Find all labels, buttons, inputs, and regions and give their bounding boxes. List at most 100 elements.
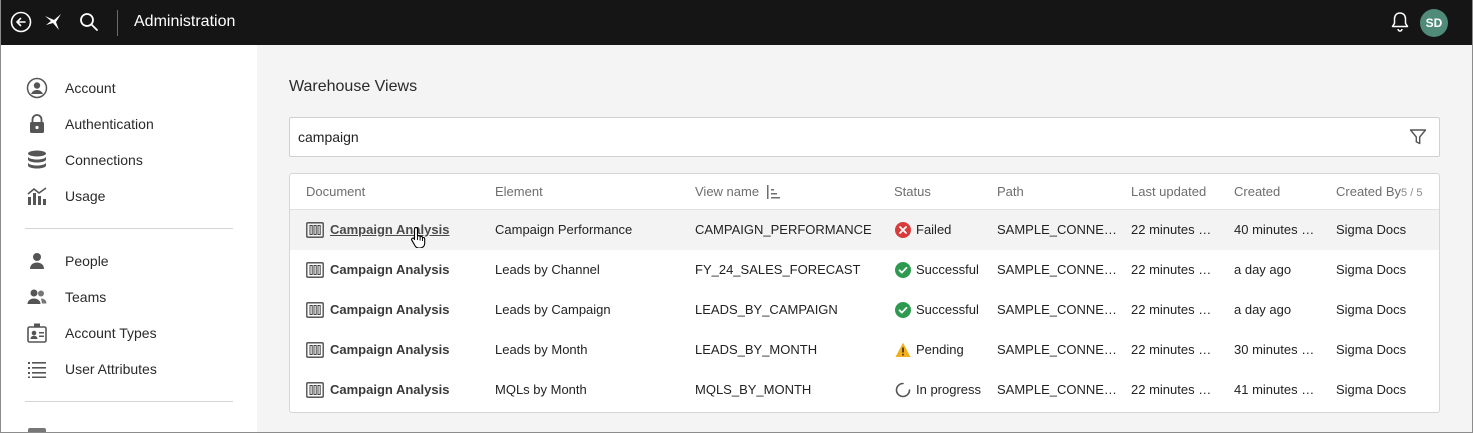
- top-bar: Administration SD: [0, 0, 1473, 45]
- main-content: Warehouse Views Document Element View na…: [257, 45, 1472, 433]
- status-text: In progress: [916, 382, 982, 397]
- table-row[interactable]: Campaign Analysis Leads by Month LEADS_B…: [290, 330, 1439, 370]
- avatar[interactable]: SD: [1420, 9, 1448, 37]
- person-icon: [25, 249, 49, 273]
- document-link[interactable]: Campaign Analysis: [330, 342, 450, 357]
- hand-cursor-icon: [410, 226, 428, 249]
- usage-chart-icon: [25, 184, 49, 208]
- last-updated-cell: 22 minutes ago: [1131, 382, 1213, 397]
- success-icon: [895, 302, 911, 318]
- view-name-cell: LEADS_BY_MONTH: [695, 342, 818, 357]
- created-by-cell: Sigma Docs: [1336, 222, 1407, 237]
- user-circle-icon: [25, 76, 49, 100]
- sidebar-item-account-types[interactable]: Account Types: [1, 319, 257, 347]
- table-row[interactable]: Campaign Analysis Campaign Performance C…: [290, 210, 1439, 250]
- view-name-cell: LEADS_BY_CAMPAIGN: [695, 302, 838, 317]
- sidebar-item-authentication[interactable]: Authentication: [1, 110, 257, 138]
- database-icon: [25, 148, 49, 172]
- column-header-last-updated[interactable]: Last updated: [1131, 184, 1207, 199]
- sidebar-item-label: Account Types: [65, 325, 157, 341]
- column-header-document[interactable]: Document: [306, 184, 366, 199]
- bell-icon[interactable]: [1389, 11, 1411, 33]
- sidebar-item-user-attributes[interactable]: User Attributes: [1, 355, 257, 383]
- status-text: Successful: [916, 262, 979, 277]
- sidebar-item-teams[interactable]: Teams: [1, 283, 257, 311]
- last-updated-cell: 22 minutes ago: [1131, 262, 1213, 277]
- table-row[interactable]: Campaign Analysis Leads by Channel FY_24…: [290, 250, 1439, 290]
- created-cell: 41 minutes ago: [1234, 382, 1316, 397]
- created-cell: 40 minutes ago: [1234, 222, 1316, 237]
- last-updated-cell: 22 minutes ago: [1131, 342, 1213, 357]
- back-icon[interactable]: [10, 11, 32, 33]
- path-cell: SAMPLE_CONNECTION: [997, 222, 1117, 237]
- status-text: Successful: [916, 302, 979, 317]
- path-cell: SAMPLE_CONNECTION: [997, 262, 1117, 277]
- document-link[interactable]: Campaign Analysis: [330, 382, 450, 397]
- workbook-icon: [306, 262, 324, 278]
- column-header-path[interactable]: Path: [997, 184, 1024, 199]
- lock-icon: [25, 112, 49, 136]
- last-updated-cell: 22 minutes ago: [1131, 222, 1213, 237]
- page-section-title: Administration: [134, 13, 236, 30]
- last-updated-cell: 22 minutes ago: [1131, 302, 1213, 317]
- created-cell: 30 minutes ago: [1234, 342, 1316, 357]
- column-header-view-name[interactable]: View name: [695, 184, 760, 199]
- view-name-cell: CAMPAIGN_PERFORMANCE: [695, 222, 872, 237]
- element-cell: Leads by Campaign: [495, 302, 611, 317]
- view-name-cell: MQLS_BY_MONTH: [695, 382, 812, 397]
- view-name-cell: FY_24_SALES_FORECAST: [695, 262, 861, 277]
- document-link[interactable]: Campaign Analysis: [330, 262, 450, 277]
- created-cell: a day ago: [1234, 262, 1292, 277]
- sidebar-item-label: People: [65, 253, 109, 269]
- filter-icon[interactable]: [1409, 128, 1427, 146]
- failed-icon: [895, 222, 911, 238]
- sidebar-item-people[interactable]: People: [1, 247, 257, 275]
- sidebar-divider: [25, 228, 233, 229]
- sort-icon[interactable]: [767, 185, 781, 199]
- created-by-cell: Sigma Docs: [1336, 302, 1407, 317]
- workbook-icon: [306, 342, 324, 358]
- column-header-element[interactable]: Element: [495, 184, 543, 199]
- document-link[interactable]: Campaign Analysis: [330, 222, 450, 237]
- search-input[interactable]: [298, 118, 1378, 156]
- column-header-status[interactable]: Status: [894, 184, 931, 199]
- element-cell: Leads by Channel: [495, 262, 600, 277]
- warning-icon: [895, 342, 911, 358]
- sidebar-divider: [25, 401, 233, 402]
- sidebar-item-label: Authentication: [65, 116, 154, 132]
- document-link[interactable]: Campaign Analysis: [330, 302, 450, 317]
- status-text: Pending: [916, 342, 964, 357]
- created-by-cell: Sigma Docs: [1336, 382, 1407, 397]
- sidebar-item-label: Teams: [65, 289, 107, 305]
- element-cell: MQLs by Month: [495, 382, 587, 397]
- created-cell: a day ago: [1234, 302, 1292, 317]
- element-cell: Leads by Month: [495, 342, 588, 357]
- sigma-logo-icon[interactable]: [43, 11, 65, 33]
- sidebar-item-account[interactable]: Account: [1, 74, 257, 102]
- table-row[interactable]: Campaign Analysis MQLs by Month MQLS_BY_…: [290, 370, 1439, 410]
- column-header-created[interactable]: Created: [1234, 184, 1281, 199]
- sidebar-item-partial[interactable]: [1, 419, 257, 433]
- workbook-icon: [306, 382, 324, 398]
- table-row[interactable]: Campaign Analysis Leads by Campaign LEAD…: [290, 290, 1439, 330]
- created-by-label: Created By: [1336, 184, 1402, 199]
- sidebar-item-usage[interactable]: Usage: [1, 182, 257, 210]
- created-by-cell: Sigma Docs: [1336, 342, 1407, 357]
- workbook-icon: [306, 302, 324, 318]
- success-icon: [895, 262, 911, 278]
- embed-icon: [25, 425, 49, 433]
- teams-icon: [25, 285, 49, 309]
- badge-icon: [25, 321, 49, 345]
- topbar-divider: [117, 10, 118, 36]
- created-by-cell: Sigma Docs: [1336, 262, 1407, 277]
- search-box: [289, 117, 1440, 157]
- status-text: Failed: [916, 222, 952, 237]
- table-header: Document Element View name Status Path L…: [290, 174, 1439, 210]
- sidebar-item-connections[interactable]: Connections: [1, 146, 257, 174]
- search-icon[interactable]: [78, 11, 100, 33]
- column-header-created-by[interactable]: Created By5 / 5: [1336, 184, 1422, 199]
- sidebar-item-label: Usage: [65, 188, 106, 204]
- sidebar-item-label: User Attributes: [65, 361, 157, 377]
- list-icon: [25, 357, 49, 381]
- path-cell: SAMPLE_CONNECTION: [997, 382, 1117, 397]
